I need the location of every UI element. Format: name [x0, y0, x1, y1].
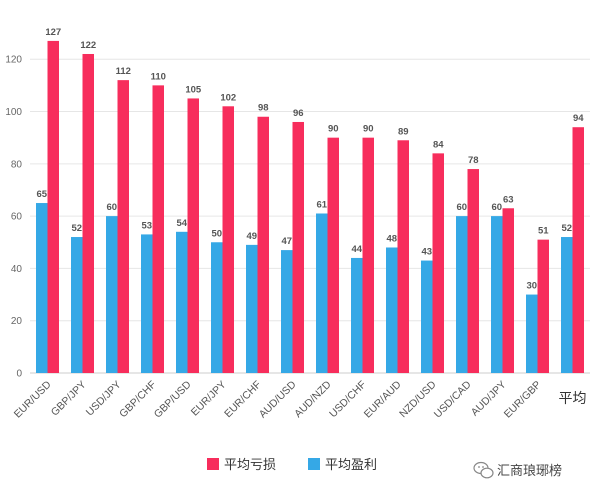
data-label: 105 — [185, 84, 202, 95]
y-tick-label: 120 — [5, 55, 22, 66]
y-tick-label: 60 — [11, 212, 23, 223]
data-label: 48 — [386, 233, 397, 244]
bar-profit — [421, 260, 433, 373]
bar-profit — [71, 237, 83, 373]
bar-loss — [362, 137, 374, 373]
y-tick-label: 40 — [11, 264, 23, 275]
bar-profit — [141, 234, 153, 373]
bar-profit — [176, 231, 188, 373]
data-label: 63 — [503, 194, 514, 205]
data-label: 89 — [398, 126, 409, 137]
bar-loss — [572, 127, 584, 374]
x-axis: EUR/USDGBP/JPYUSD/JPYGBP/CHFGBP/USDEUR/J… — [12, 378, 587, 420]
bar-profit — [561, 237, 573, 373]
bar-profit — [106, 216, 118, 373]
data-label: 90 — [363, 124, 374, 135]
legend-swatch-loss — [207, 458, 219, 470]
bar-profit — [351, 257, 363, 373]
data-label: 112 — [116, 66, 131, 77]
watermark-text: 汇商琅琊榜 — [497, 463, 562, 478]
bar-profit — [456, 216, 468, 373]
bar-loss — [502, 208, 514, 373]
data-label: 84 — [433, 139, 444, 150]
data-label: 65 — [36, 189, 47, 200]
x-tick-label: GBP/USD — [152, 378, 194, 420]
bar-profit — [246, 244, 258, 373]
bar-loss — [222, 106, 234, 374]
legend: 平均亏损 平均盈利 — [207, 457, 377, 472]
bar-loss — [152, 85, 164, 374]
bar-profit — [316, 213, 328, 373]
data-label: 102 — [220, 92, 236, 103]
bar-profit — [211, 242, 223, 373]
bar-loss — [117, 80, 129, 373]
bar-profit — [36, 203, 48, 373]
bar-loss — [187, 98, 199, 373]
legend-swatch-profit — [308, 458, 320, 470]
bar-loss — [432, 153, 444, 373]
bars — [36, 40, 584, 374]
data-labels: 65 127 52 122 60 112 53 110 54 105 50 102 49 98 47 96 61… — [36, 27, 584, 292]
data-label: 51 — [538, 226, 549, 237]
y-tick-label: 0 — [16, 369, 22, 380]
x-tick-label: USD/CAD — [432, 378, 474, 420]
x-tick-label: EUR/USD — [12, 378, 54, 420]
y-tick-label: 100 — [5, 107, 22, 118]
data-label: 127 — [45, 27, 61, 38]
bar-loss — [47, 40, 59, 373]
bar-profit — [281, 250, 293, 373]
bar-loss — [397, 140, 409, 373]
data-label: 52 — [71, 223, 82, 234]
data-label: 78 — [468, 155, 479, 166]
y-tick-label: 20 — [11, 316, 23, 327]
x-tick-label: GBP/JPY — [49, 379, 89, 419]
data-label: 122 — [80, 40, 96, 51]
data-label: 53 — [141, 220, 152, 231]
bar-loss — [537, 239, 549, 373]
x-tick-label: AUD/NZD — [292, 378, 334, 420]
bar-profit — [386, 247, 398, 373]
data-label: 43 — [421, 247, 432, 258]
legend-label-loss: 平均亏损 — [224, 457, 276, 472]
y-tick-label: 80 — [11, 159, 23, 170]
bar-loss — [292, 121, 304, 373]
data-label: 110 — [151, 71, 166, 82]
bar-loss — [467, 169, 479, 373]
data-label: 61 — [316, 199, 327, 210]
y-axis: 0 20 40 60 80 100 120 — [5, 55, 22, 380]
data-label: 54 — [176, 218, 187, 229]
watermark: 汇商琅琊榜 — [473, 461, 562, 479]
data-label: 98 — [258, 103, 269, 114]
data-label: 94 — [573, 113, 584, 124]
x-tick-label: 平均 — [559, 390, 587, 406]
data-label: 52 — [561, 223, 572, 234]
data-label: 90 — [328, 124, 339, 135]
x-tick-label: EUR/AUD — [362, 378, 404, 420]
data-label: 96 — [293, 108, 304, 119]
bar-loss — [82, 53, 94, 374]
data-label: 47 — [281, 236, 292, 247]
data-label: 44 — [351, 244, 362, 255]
x-tick-label: EUR/GBP — [502, 379, 544, 421]
data-label: 30 — [526, 281, 537, 292]
data-label: 60 — [456, 202, 467, 213]
bar-profit — [491, 216, 503, 373]
bar-profit — [526, 294, 538, 373]
x-tick-label: AUD/USD — [257, 378, 299, 420]
bar-loss — [257, 116, 269, 374]
data-label: 49 — [246, 231, 257, 242]
bar-loss — [327, 137, 339, 373]
data-label: 60 — [491, 202, 502, 213]
data-label: 60 — [106, 202, 117, 213]
legend-label-profit: 平均盈利 — [325, 457, 377, 472]
wechat-icon — [473, 461, 494, 479]
data-label: 50 — [211, 228, 222, 239]
